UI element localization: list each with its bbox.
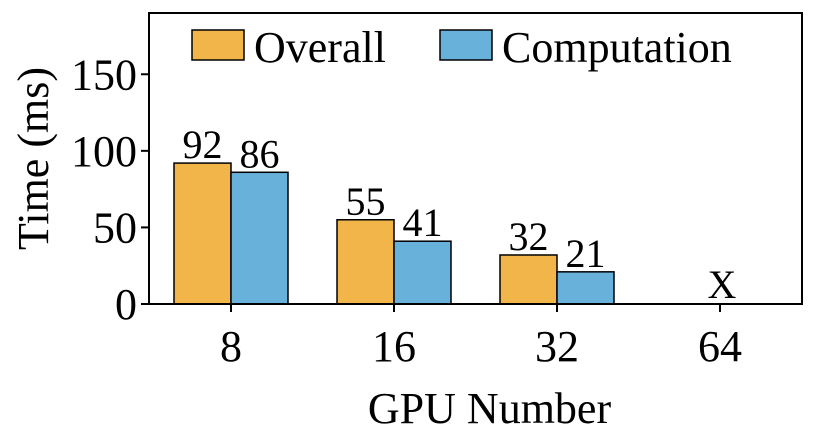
bar-computation-8 [230,171,289,305]
missing-marker-layer: X [708,262,737,307]
legend-label-overall: Overall [254,23,386,72]
x-axis: 8 16 32 64 [220,304,742,371]
x-tick-label: 64 [698,322,742,371]
data-label: 92 [183,122,223,167]
legend-label-computation: Computation [502,23,732,72]
missing-marker: X [708,262,737,307]
plot-area-frame [148,12,803,305]
data-label: 55 [346,179,386,224]
y-tick-label: 50 [93,203,137,252]
legend-swatch-computation [439,29,493,61]
x-tick-label: 8 [220,322,242,371]
y-axis: 0 50 100 150 [71,50,149,329]
bar-overall-32 [499,254,558,305]
x-tick-label: 16 [372,322,416,371]
y-tick-label: 150 [71,50,137,99]
x-axis-title: GPU Number [368,384,612,433]
data-labels-layer: 92 86 55 41 32 21 [183,122,606,276]
y-tick-label: 100 [71,127,137,176]
data-label: 86 [240,131,280,176]
data-label: 21 [566,231,606,276]
bar-computation-32 [556,271,615,305]
legend: Overall Computation [191,23,732,72]
legend-swatch-overall [191,29,245,61]
bar-overall-16 [336,219,395,305]
bar-overall-8 [173,162,232,305]
bars-layer [173,162,615,305]
bar-computation-16 [393,240,452,305]
y-tick-label: 0 [115,280,137,329]
data-label: 32 [509,214,549,259]
data-label: 41 [403,200,443,245]
y-axis-title: Time (ms) [9,67,58,250]
x-tick-label: 32 [535,322,579,371]
